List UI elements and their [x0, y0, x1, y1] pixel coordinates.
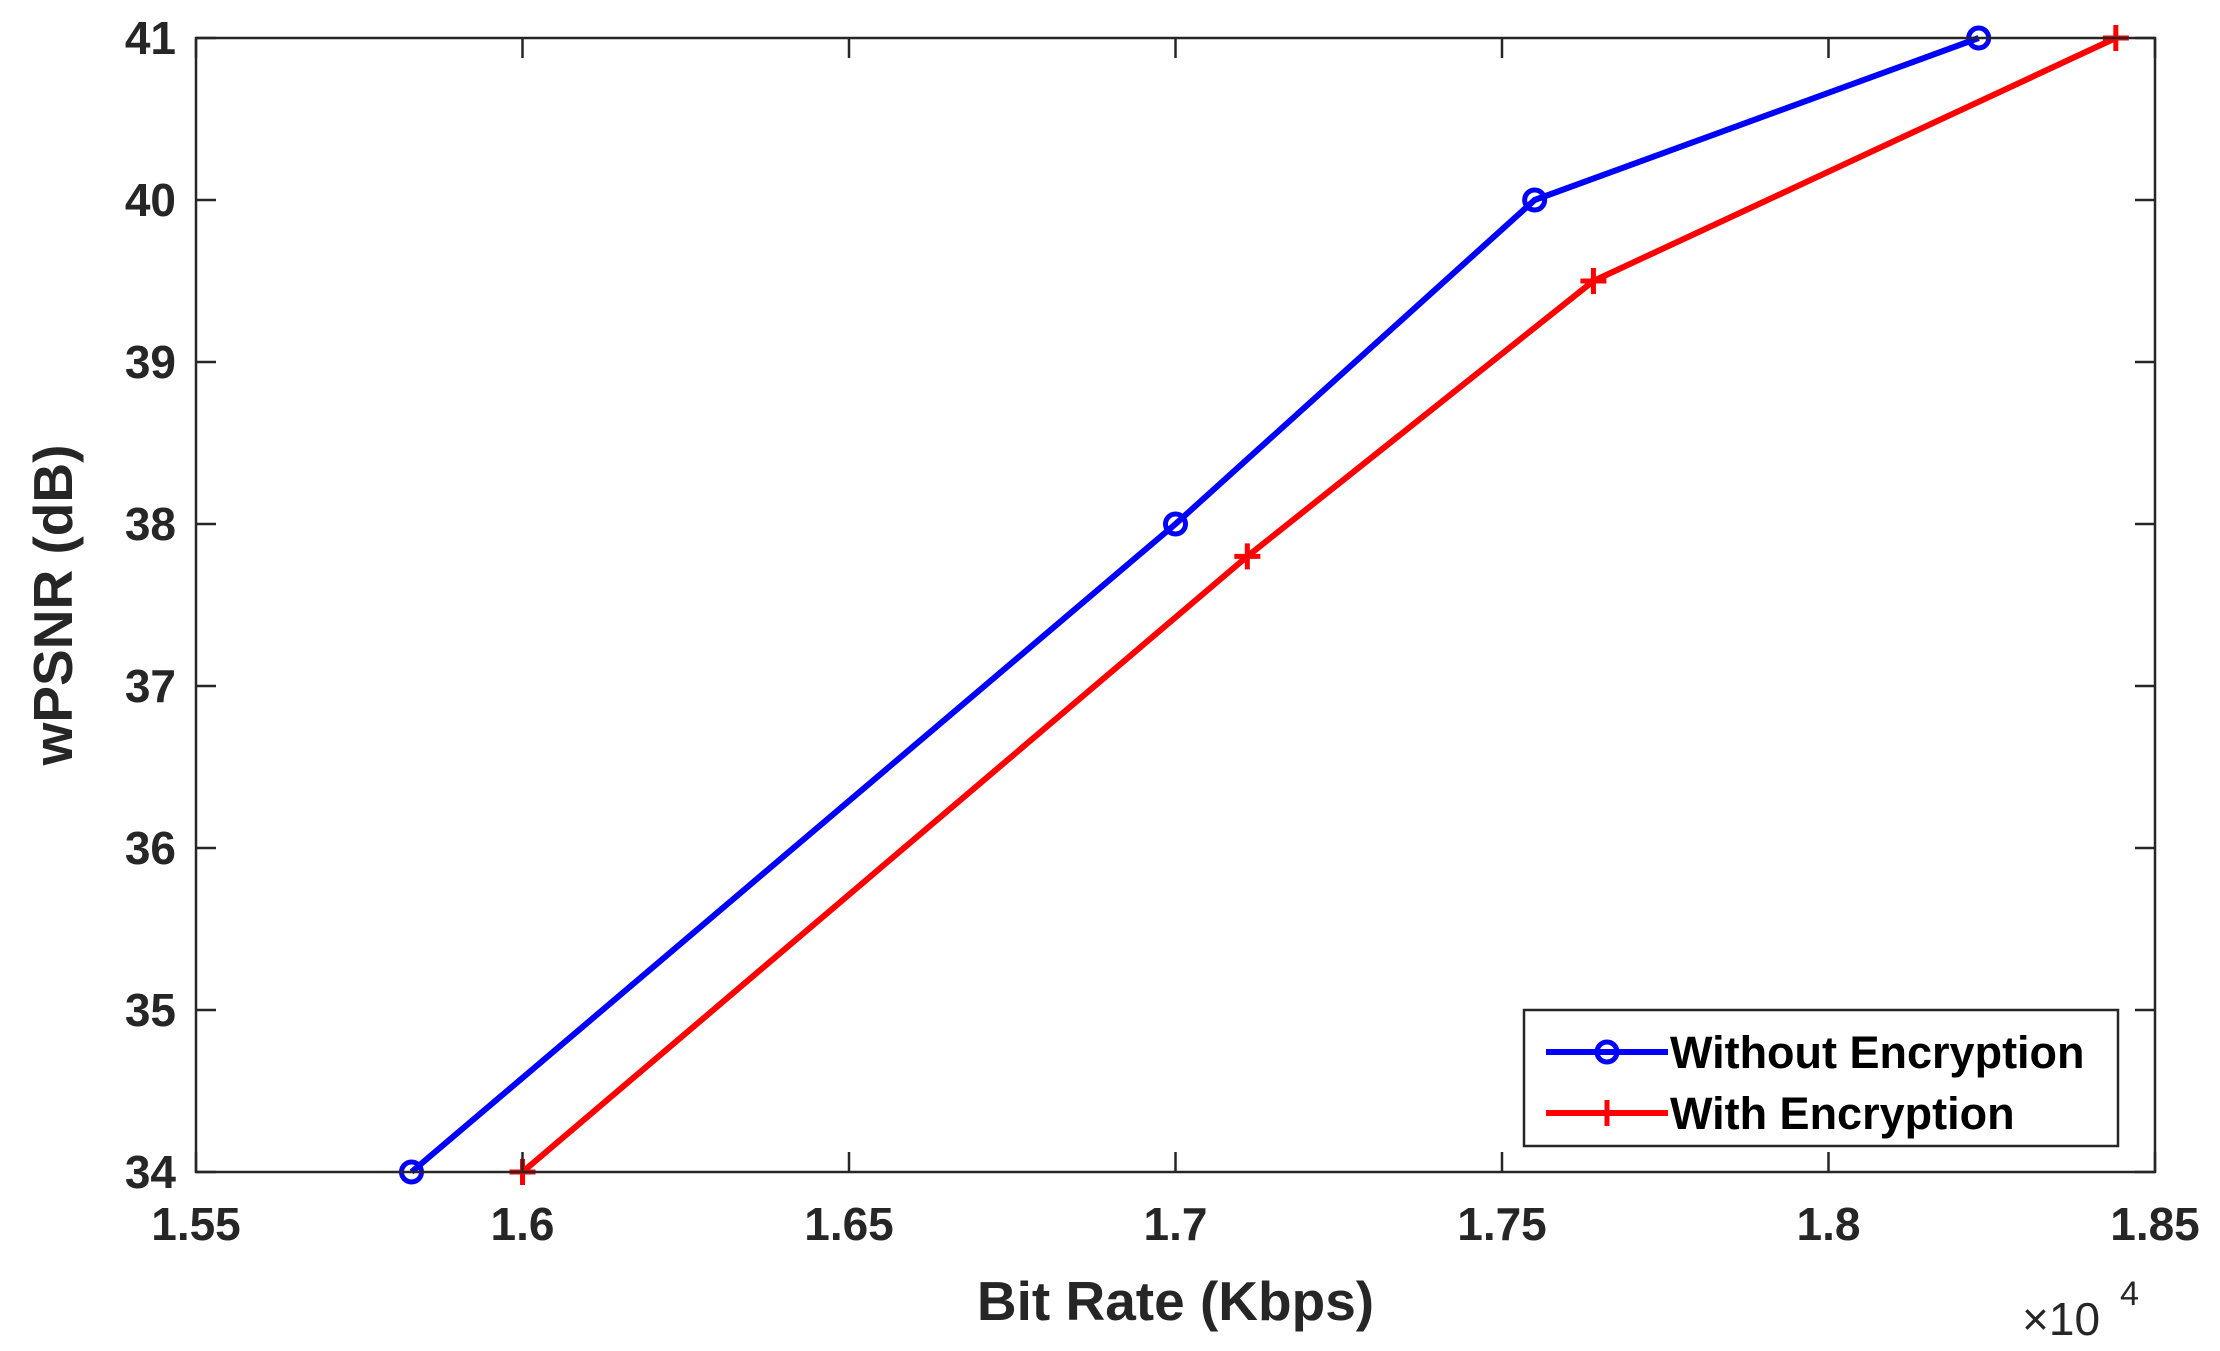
x-multiplier-base: ×10	[2022, 1293, 2100, 1345]
plot-area	[196, 38, 2155, 1172]
legend-label-with-encryption: With Encryption	[1670, 1088, 2015, 1139]
y-axis-title: wPSNR (dB)	[22, 445, 84, 767]
legend-box	[1522, 1008, 2120, 1148]
y-tick-label: 38	[125, 498, 176, 550]
y-tick-label: 35	[125, 984, 176, 1036]
y-tick-label: 40	[125, 174, 176, 226]
x-multiplier-exponent: 4	[2120, 1275, 2139, 1313]
y-tick-label: 36	[125, 822, 176, 874]
y-tick-label: 37	[125, 660, 176, 712]
legend-marker-plus	[1594, 1100, 1620, 1126]
axes-layer: 1.55 1.6 1.65 1.7 1.75 1.8 1.85 34 35 36 37 38 39 40 4…	[125, 12, 2200, 1250]
x-tick-label: 1.85	[2110, 1198, 2200, 1250]
legend-label-without-encryption: Without Encryption	[1670, 1027, 2085, 1078]
data-point	[1522, 187, 1548, 213]
series-line-1	[520, 35, 2118, 1175]
legend: Without Encryption With Encryption	[1522, 1008, 2120, 1148]
y-tick-label: 41	[125, 12, 176, 64]
legend-marker-circle	[1594, 1039, 1620, 1065]
legend-item-with-encryption: With Encryption	[1546, 1088, 2015, 1139]
legend-item-without-encryption: Without Encryption	[1546, 1027, 2085, 1078]
x-axis-multiplier: ×10 4	[2022, 1275, 2139, 1345]
x-tick-label: 1.7	[1144, 1198, 1208, 1250]
x-tick-label: 1.8	[1797, 1198, 1861, 1250]
data-point	[1234, 543, 1261, 570]
x-tick-label: 1.6	[491, 1198, 555, 1250]
x-tick-label: 1.55	[151, 1198, 241, 1250]
series-line-0	[409, 35, 1980, 1175]
y-tick-label: 39	[125, 336, 176, 388]
plot-background	[196, 38, 2155, 1172]
x-tick-label: 1.65	[804, 1198, 894, 1250]
y-tick-label: 34	[125, 1146, 177, 1198]
data-point	[1580, 268, 1607, 294]
x-tick-label: 1.75	[1457, 1198, 1547, 1250]
data-point	[1163, 511, 1188, 537]
x-axis-title: Bit Rate (Kbps)	[977, 1270, 1374, 1332]
